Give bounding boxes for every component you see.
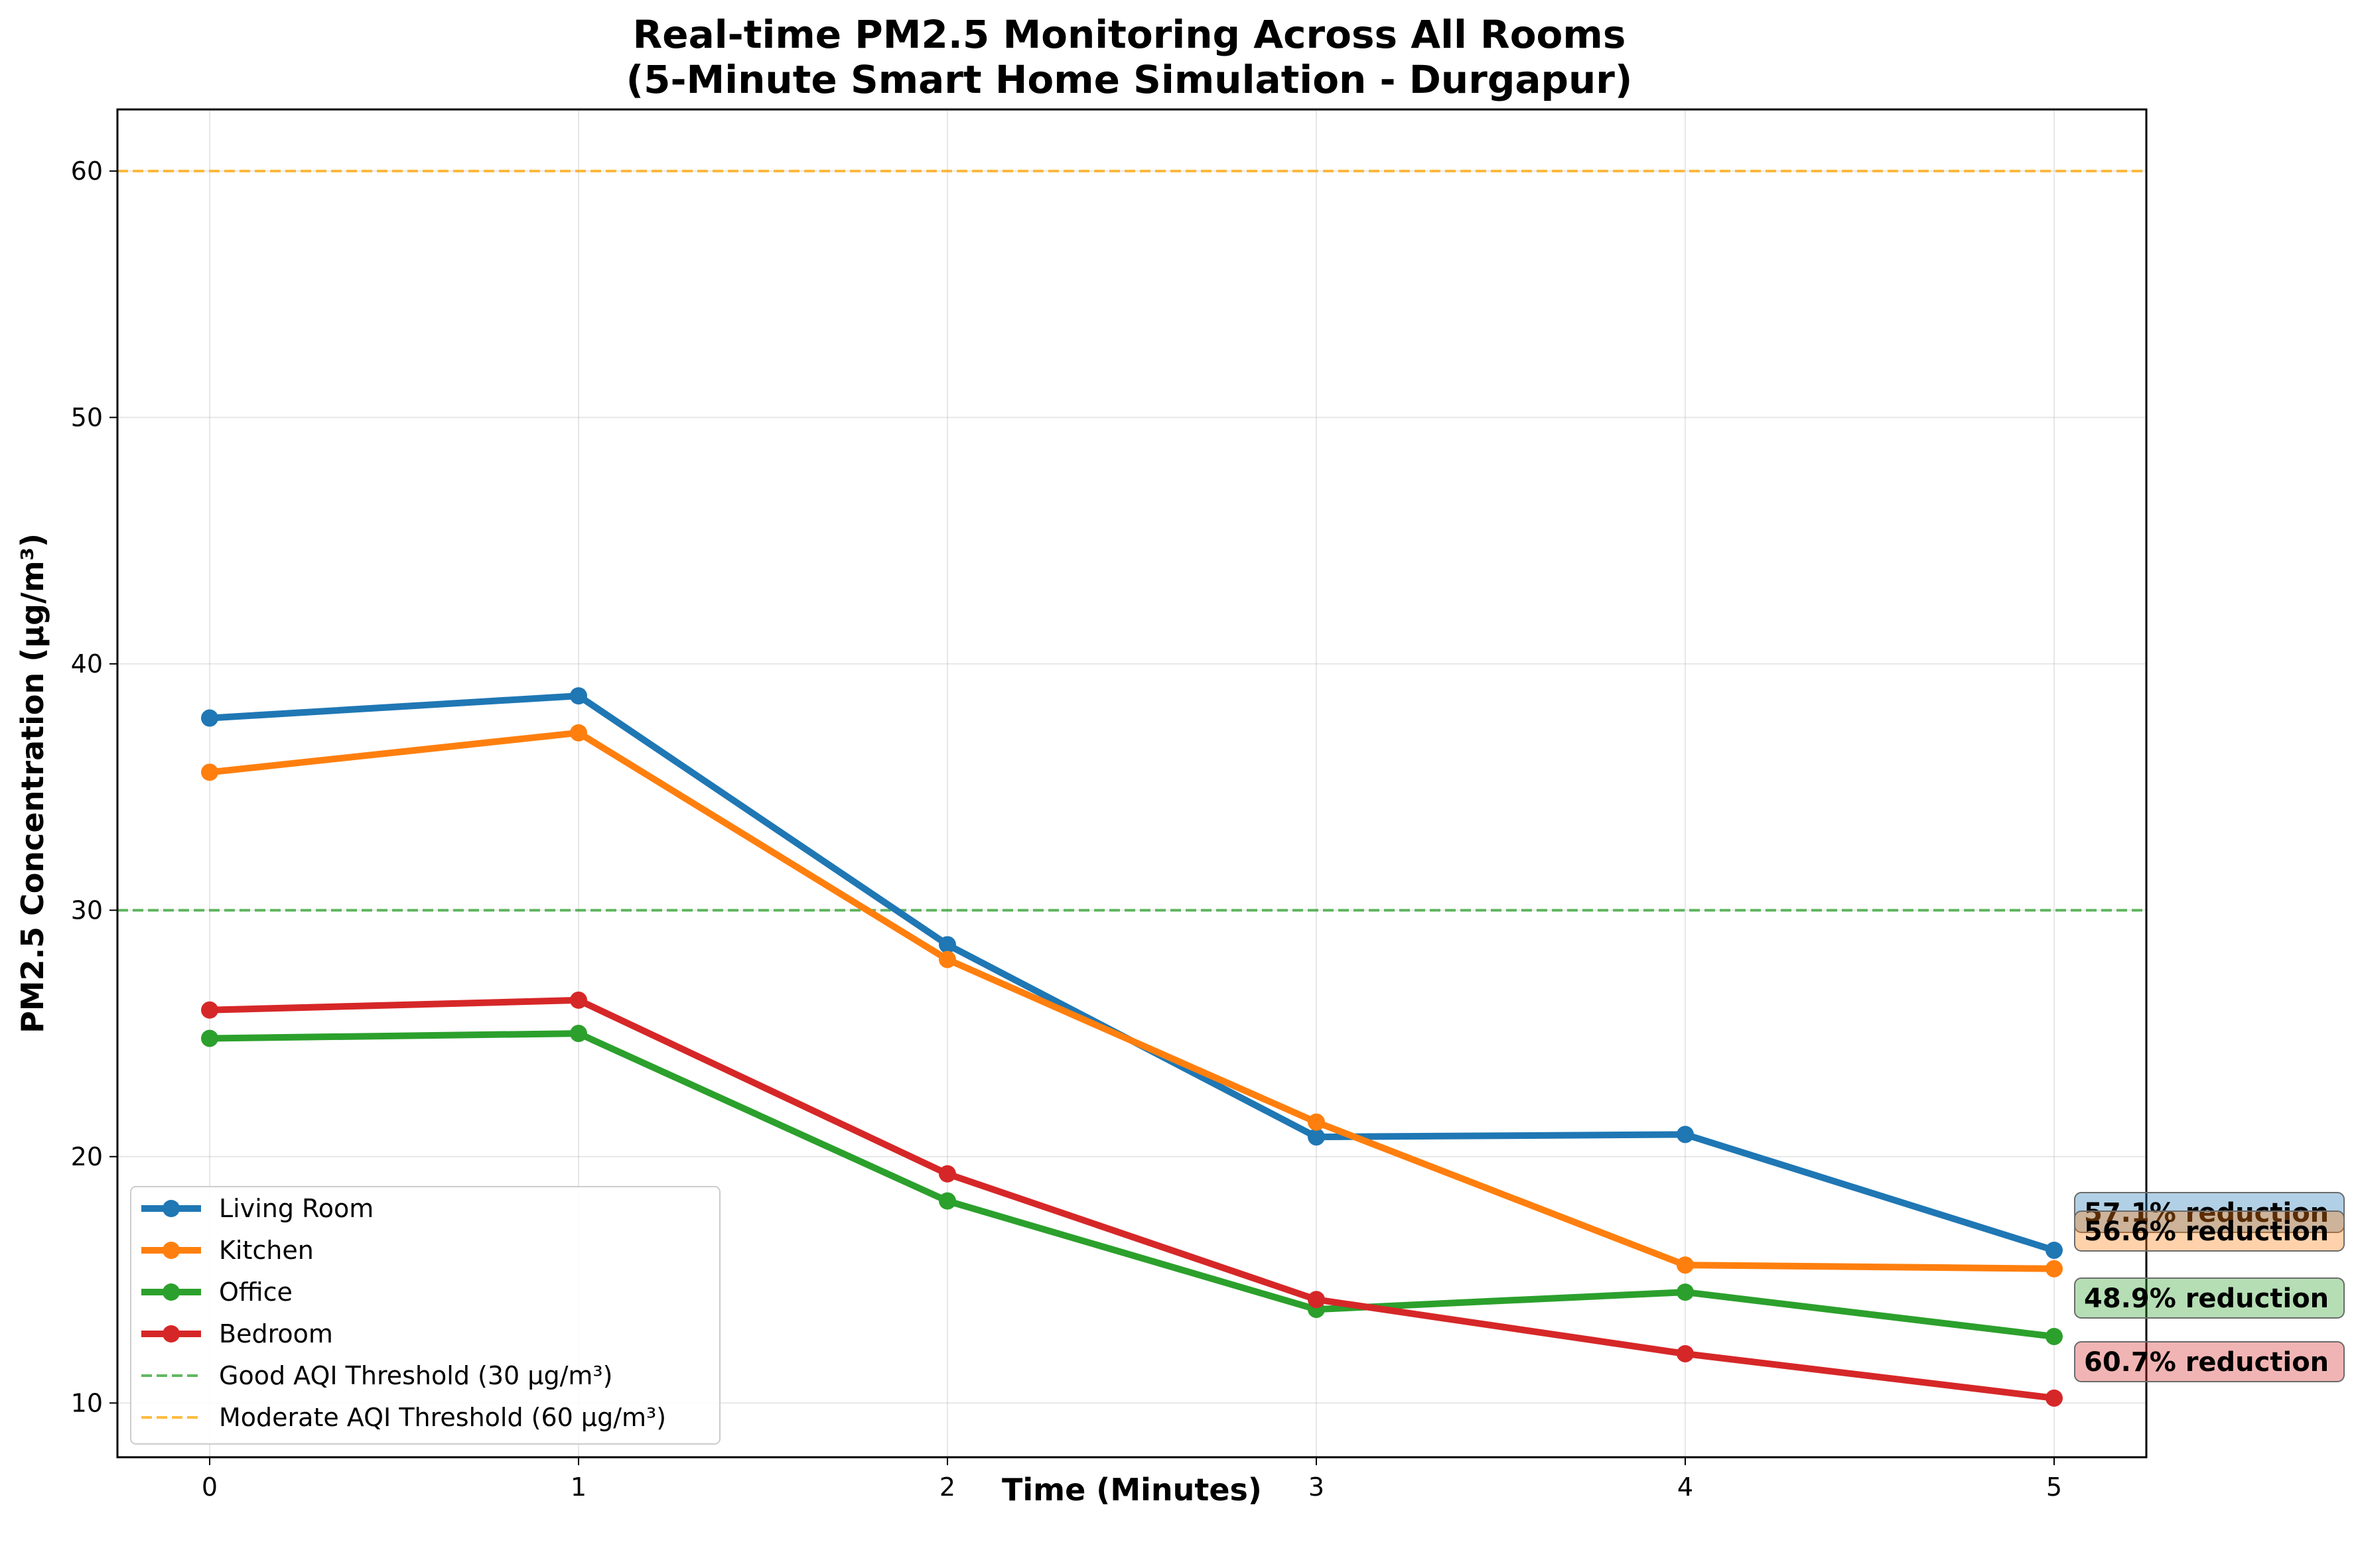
data-point: [201, 1029, 218, 1047]
data-point: [2045, 1260, 2063, 1277]
data-point: [1677, 1283, 1694, 1301]
legend-marker: [163, 1325, 180, 1342]
annotation-box: [2074, 1277, 2345, 1319]
legend-marker: [163, 1200, 180, 1217]
y-tick-label: 60: [71, 157, 103, 186]
x-tick-label: 4: [1677, 1472, 1693, 1502]
data-point: [201, 1001, 218, 1019]
threshold-lines: [117, 169, 2146, 912]
legend-box: [130, 1186, 721, 1445]
y-tick-label: 10: [71, 1388, 103, 1417]
legend-label: Good AQI Threshold (30 μg/m³): [219, 1361, 612, 1390]
annotation-text: 60.7% reduction: [2084, 1347, 2329, 1378]
series-lines: [201, 687, 2063, 1407]
data-point: [939, 1192, 956, 1210]
x-tick-label: 2: [939, 1472, 955, 1502]
reduction-annotation: 48.9% reduction: [2074, 1277, 2345, 1319]
legend: Living Room Kitchen Office Bedroom Good AQI …: [130, 1186, 721, 1445]
x-tick-label: 3: [1308, 1472, 1324, 1502]
annotation-text: 57.1% reduction: [2084, 1198, 2329, 1228]
reduction-annotation: 57.1% reduction: [2074, 1192, 2345, 1233]
annotation-text: 56.6% reduction: [2084, 1216, 2329, 1247]
chart-title: Real-time PM2.5 Monitoring Across All Ro…: [633, 12, 1626, 57]
series-line: [206, 996, 2057, 1402]
data-point: [1677, 1126, 1694, 1143]
x-tick-label: 5: [2046, 1472, 2062, 1502]
y-axis-label: PM2.5 Concentration (μg/m³): [15, 533, 50, 1033]
legend-label: Moderate AQI Threshold (60 μg/m³): [219, 1403, 666, 1432]
reduction-annotation: 60.7% reduction: [2074, 1341, 2345, 1382]
data-point: [570, 991, 587, 1009]
plot-frame: [116, 108, 2148, 1459]
axis-ticks: 0 1 2 3 4 5 10 20 30 40 50 60: [71, 157, 2062, 1502]
series-line: [206, 1030, 2057, 1340]
data-point: [1677, 1344, 1694, 1362]
data-point: [570, 1025, 587, 1043]
annotation-box: [2074, 1341, 2345, 1382]
annotation-text: 48.9% reduction: [2084, 1283, 2329, 1314]
data-point: [2045, 1389, 2063, 1407]
data-point: [939, 1165, 956, 1183]
legend-label: Kitchen: [219, 1236, 314, 1265]
data-point: [570, 724, 587, 742]
legend-label: Bedroom: [219, 1319, 333, 1348]
chart-subtitle: (5-Minute Smart Home Simulation - Durgap…: [626, 57, 1633, 102]
legend-label: Living Room: [219, 1194, 374, 1223]
data-point: [1308, 1128, 1325, 1146]
data-point: [939, 936, 956, 954]
reduction-annotation: 56.6% reduction: [2074, 1210, 2345, 1252]
x-tick-label: 1: [571, 1472, 587, 1502]
y-tick-label: 50: [71, 403, 103, 432]
data-point: [570, 687, 587, 705]
data-point: [201, 709, 218, 727]
annotation-box: [2074, 1210, 2345, 1252]
data-point: [939, 950, 956, 968]
data-point: [1308, 1291, 1325, 1309]
legend-marker: [163, 1242, 180, 1259]
legend-label: Office: [219, 1277, 293, 1307]
y-tick-label: 20: [71, 1142, 103, 1171]
y-tick-label: 40: [71, 649, 103, 679]
annotation-box: [2074, 1192, 2345, 1233]
series-line: [206, 729, 2057, 1272]
y-tick-label: 30: [71, 895, 103, 925]
x-tick-label: 0: [202, 1472, 218, 1502]
x-axis-label: Time (Minutes): [1002, 1472, 1262, 1508]
data-point: [1677, 1256, 1694, 1274]
data-point: [2045, 1241, 2063, 1259]
data-point: [201, 763, 218, 781]
legend-marker: [163, 1283, 180, 1301]
data-point: [2045, 1327, 2063, 1345]
data-point: [1308, 1113, 1325, 1131]
